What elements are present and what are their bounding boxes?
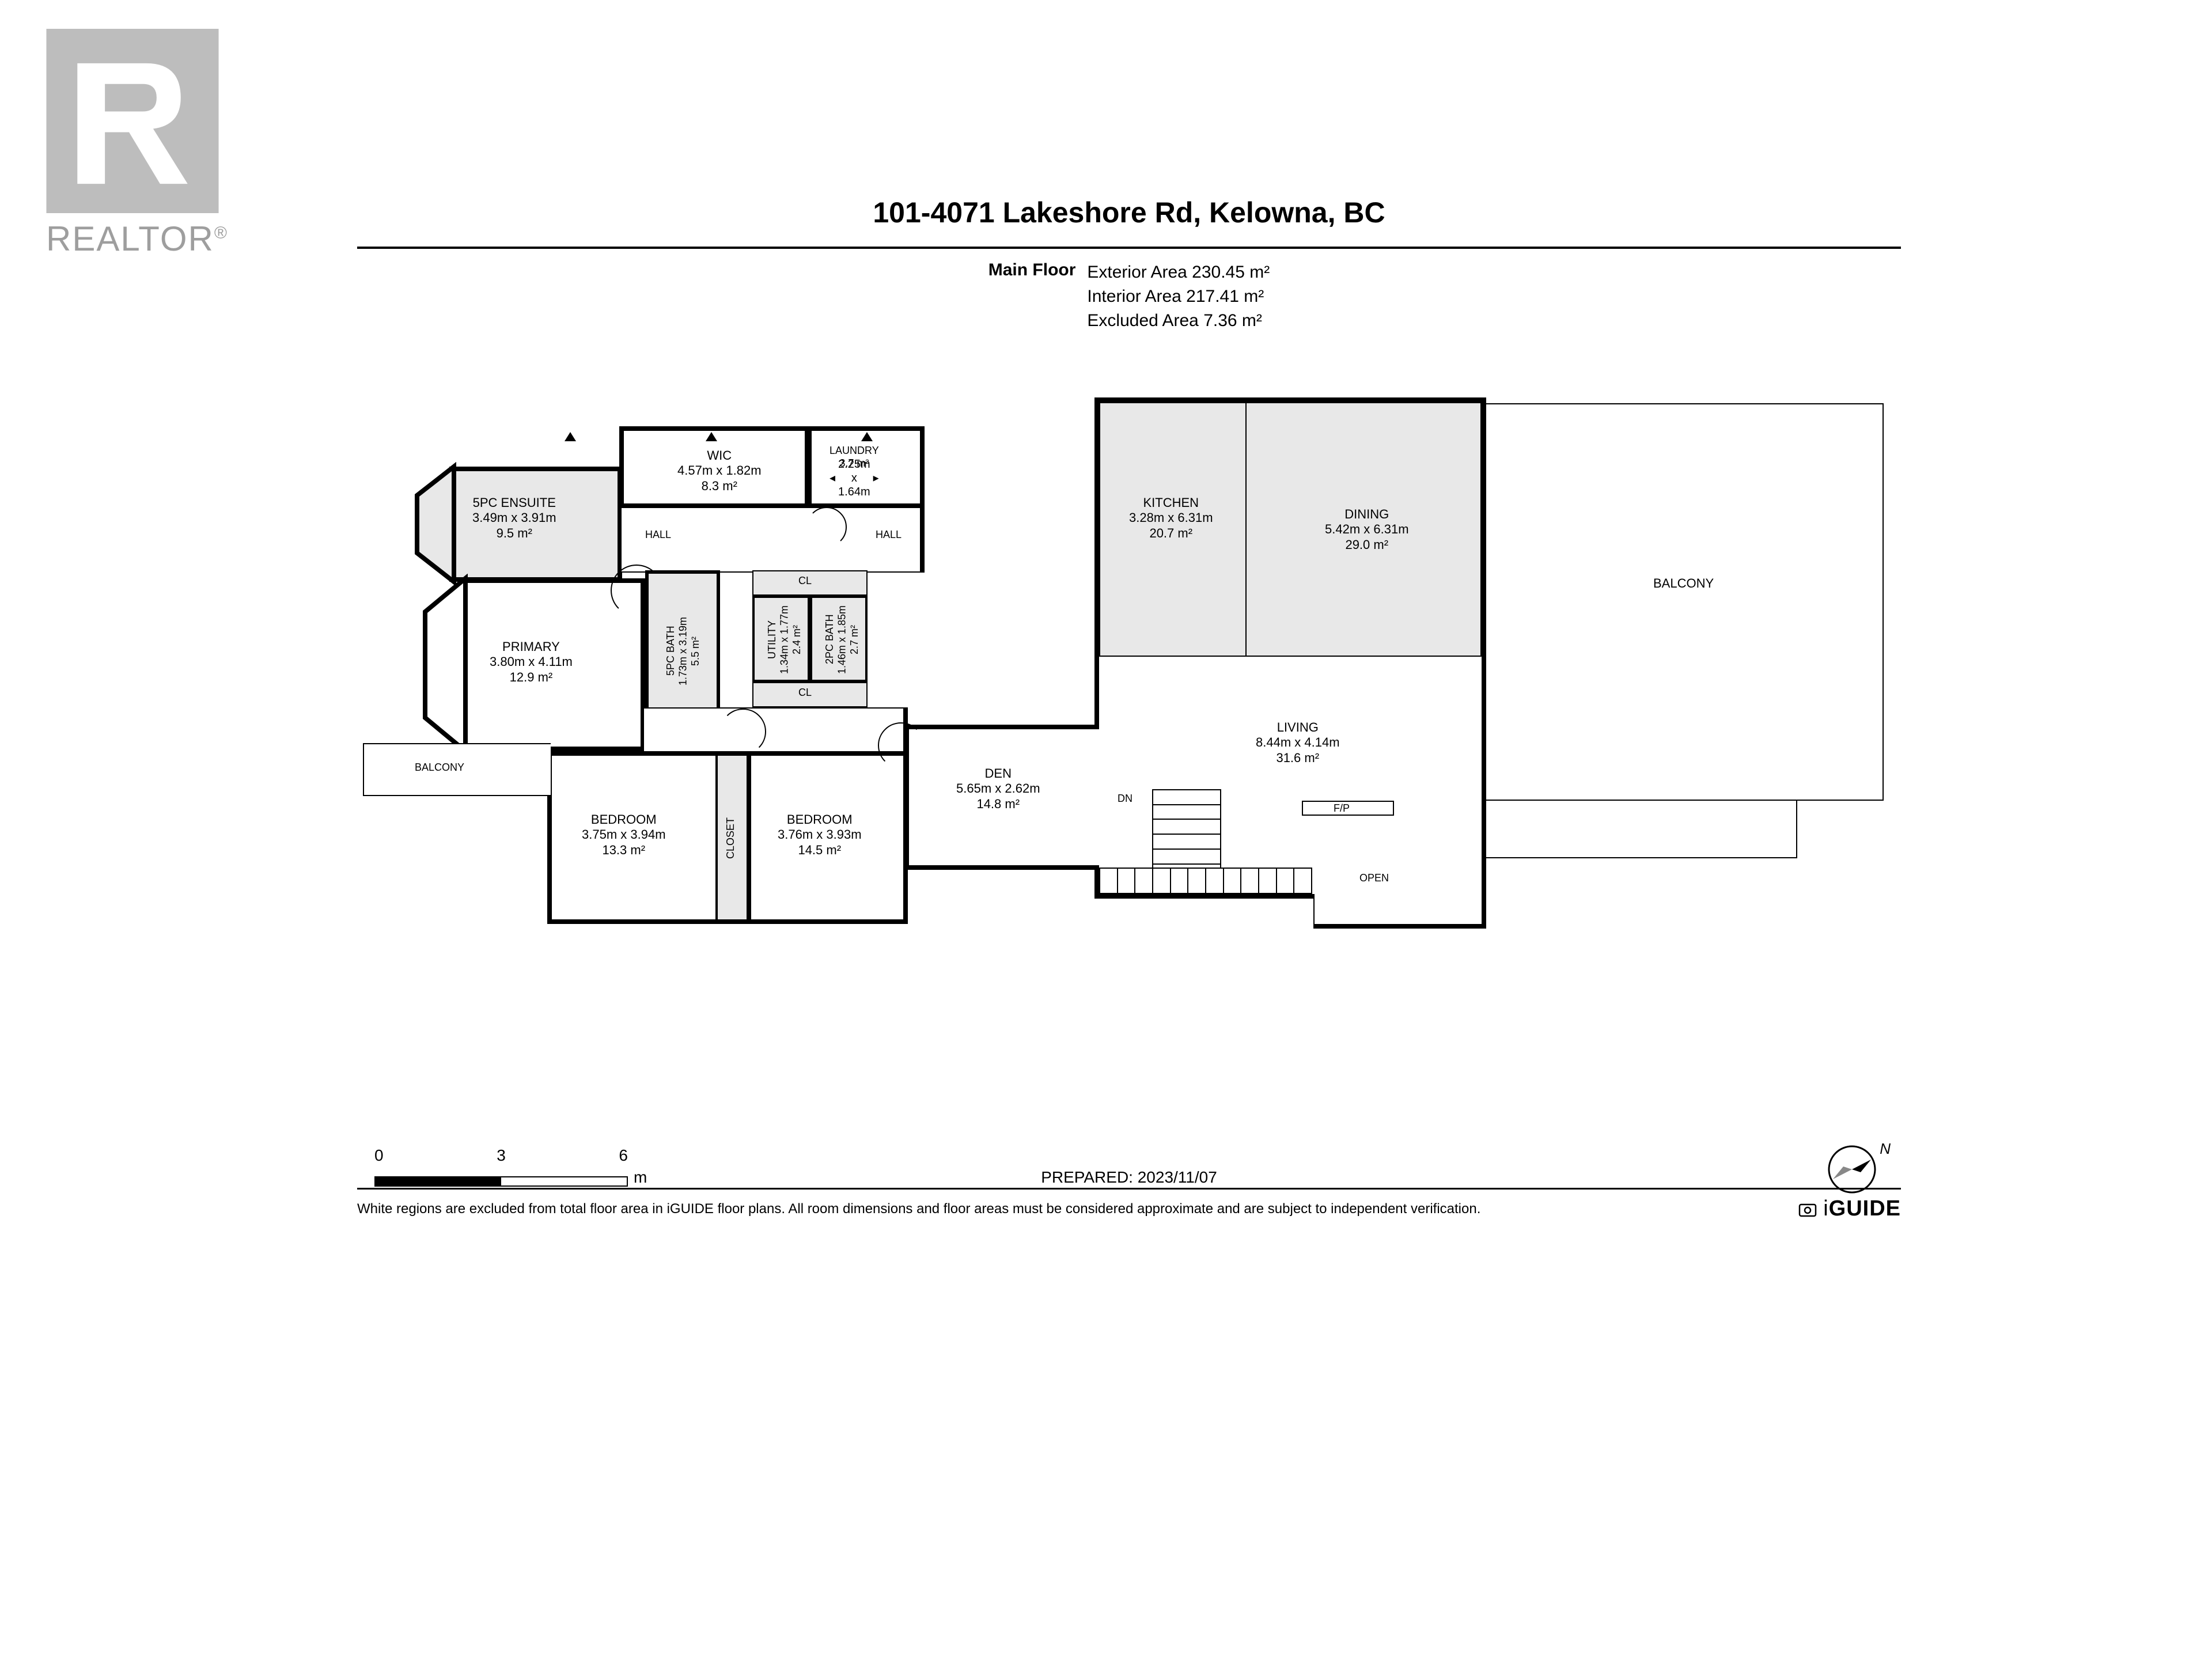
- disclaimer-text: White regions are excluded from total fl…: [357, 1201, 1480, 1217]
- cl1-label: CL: [798, 575, 812, 588]
- den-label: DEN 5.65m x 2.62m 14.8 m²: [956, 766, 1040, 812]
- dn-label: DN: [1118, 793, 1132, 805]
- primary-label: PRIMARY 3.80m x 4.11m 12.9 m²: [490, 639, 573, 685]
- sheet-footer: 0 3 6 m PREPARED: 2023/11/07 N White reg…: [357, 1101, 1901, 1221]
- scale-unit: m: [634, 1168, 647, 1187]
- compass-n: N: [1880, 1140, 1891, 1158]
- bath5-label: 5PC BATH 1.73m x 3.19m 5.5 m²: [665, 599, 702, 703]
- floor-plan: BALCONY KITCHEN 3.28m x 6.31m 20.7 m² DI…: [357, 397, 1901, 1002]
- bedroom2-label: BEDROOM 3.76m x 3.93m 14.5 m²: [778, 812, 862, 858]
- title-rule: [357, 247, 1901, 249]
- balcony-left-label: BALCONY: [415, 762, 464, 774]
- hall2-label: HALL: [876, 529, 902, 541]
- north-tri-3: [565, 432, 576, 441]
- realtor-text: REALTOR®: [46, 219, 228, 259]
- closet-label: CLOSET: [725, 801, 737, 876]
- iguide-icon: [1798, 1202, 1817, 1218]
- stairs-horizontal: [1099, 868, 1312, 894]
- living-label: LIVING 8.44m x 4.14m 31.6 m²: [1256, 720, 1340, 766]
- page-title: 101-4071 Lakeshore Rd, Kelowna, BC: [357, 196, 1901, 229]
- realtor-logo-icon: [46, 29, 219, 213]
- interior-area: Interior Area 217.41 m²: [1087, 285, 1270, 309]
- balcony-right-label: BALCONY: [1653, 576, 1714, 591]
- balcony-right-notch: [1486, 801, 1797, 858]
- ensuite-angle: [412, 462, 459, 589]
- north-tri-2: [861, 432, 873, 441]
- floorplan-sheet: 101-4071 Lakeshore Rd, Kelowna, BC Main …: [357, 196, 1901, 1331]
- scale-6: 6: [619, 1146, 628, 1165]
- bath2-label: 2PC BATH 1.46m x 1.85m 2.7 m²: [824, 605, 861, 674]
- scale-bar: 0 3 6 m: [374, 1146, 647, 1187]
- floor-label: Main Floor: [988, 260, 1076, 333]
- hall1-label: HALL: [645, 529, 671, 541]
- open-label: OPEN: [1359, 872, 1389, 885]
- north-tri-1: [706, 432, 717, 441]
- iguide-logo: iGUIDE: [1798, 1196, 1901, 1221]
- open-extension: [1313, 894, 1486, 929]
- lower-hall: [643, 707, 908, 753]
- realtor-watermark: REALTOR®: [46, 29, 228, 259]
- scale-0: 0: [374, 1146, 384, 1165]
- scale-3: 3: [497, 1146, 506, 1165]
- utility-label: UTILITY 1.34m x 1.77m 2.4 m²: [766, 605, 804, 674]
- prepared-date: PREPARED: 2023/11/07: [1041, 1168, 1217, 1187]
- ensuite-label: 5PC ENSUITE 3.49m x 3.91m 9.5 m²: [472, 495, 556, 541]
- balcony-right: [1486, 403, 1884, 801]
- primary-angle: [419, 574, 471, 758]
- excluded-area: Excluded Area 7.36 m²: [1087, 309, 1270, 333]
- kitchen-label: KITCHEN 3.28m x 6.31m 20.7 m²: [1129, 495, 1213, 541]
- dining-label: DINING 5.42m x 6.31m 29.0 m²: [1325, 507, 1409, 552]
- fp-label: F/P: [1334, 802, 1350, 815]
- exterior-area: Exterior Area 230.45 m²: [1087, 260, 1270, 285]
- wic-label: WIC 4.57m x 1.82m 8.3 m²: [677, 448, 762, 494]
- scale-bar-graphic: [374, 1176, 628, 1187]
- area-summary: Main Floor Exterior Area 230.45 m² Inter…: [357, 260, 1901, 333]
- compass-icon: N: [1826, 1143, 1878, 1198]
- cl2-label: CL: [798, 687, 812, 699]
- bedroom1-label: BEDROOM 3.75m x 3.94m 13.3 m²: [582, 812, 666, 858]
- laundry-label: LAUNDRY ◂2.25m x 1.64m▸ 3.7 m²: [830, 445, 879, 469]
